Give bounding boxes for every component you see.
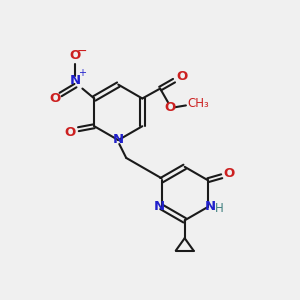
Text: N: N <box>113 133 124 146</box>
Text: O: O <box>70 50 81 62</box>
Text: O: O <box>64 126 75 139</box>
Text: O: O <box>164 101 176 114</box>
Text: −: − <box>77 44 88 57</box>
Text: N: N <box>204 200 215 214</box>
Text: CH₃: CH₃ <box>187 97 209 110</box>
Text: H: H <box>215 202 224 215</box>
Text: N: N <box>154 200 165 214</box>
Text: O: O <box>49 92 60 105</box>
Text: N: N <box>70 74 81 87</box>
Text: +: + <box>78 68 86 78</box>
Text: O: O <box>223 167 234 180</box>
Text: O: O <box>176 70 188 83</box>
